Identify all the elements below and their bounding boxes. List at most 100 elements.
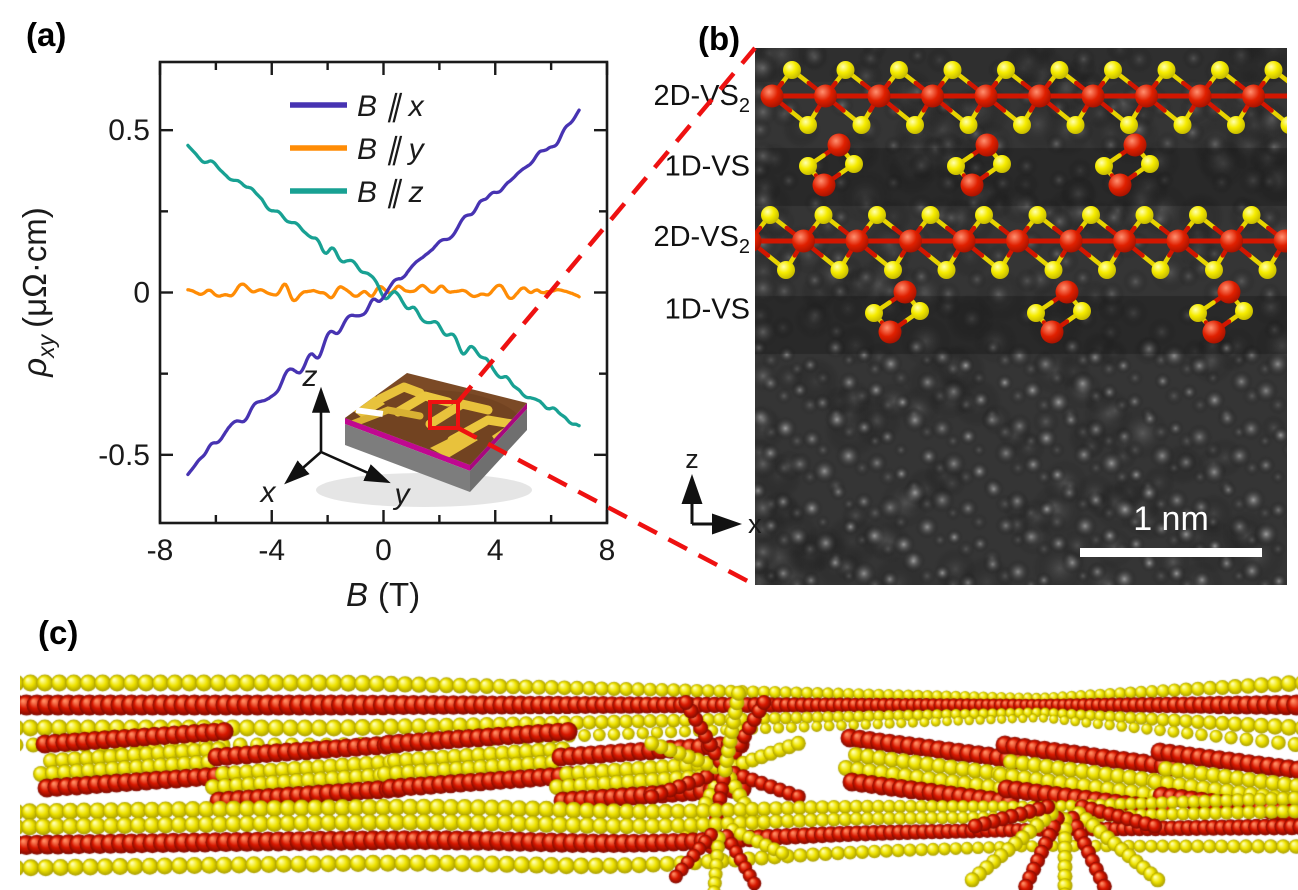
- x-axis-title-units: (T): [378, 576, 420, 613]
- sulfur-atom: [799, 116, 817, 134]
- x-tick-label: -4: [258, 534, 285, 567]
- sulfur-atom: [836, 61, 855, 79]
- sulfur-atom: [1211, 61, 1229, 79]
- sulfur-atom: [906, 116, 924, 134]
- sulfur-atom: [921, 206, 940, 224]
- y-tick-label: -0.5: [98, 439, 150, 472]
- vanadium-atom: [1040, 320, 1064, 344]
- sulfur-atom: [1120, 116, 1138, 134]
- layer-label-1d-vs: 1D-VS: [664, 293, 750, 326]
- atomic-model-overlay: [755, 61, 1287, 344]
- inset-axis-z-label: z: [302, 360, 318, 393]
- vanadium-atom: [1242, 84, 1265, 108]
- sulfur-atom: [1235, 302, 1253, 320]
- layer-label-2d-vs2: 2D-VS2: [653, 221, 750, 258]
- sulfur-atom: [1027, 304, 1045, 322]
- stem-axes: [681, 474, 742, 535]
- vanadium-atom: [792, 229, 815, 253]
- sulfur-atom: [1095, 157, 1113, 175]
- sulfur-atom: [991, 261, 1009, 279]
- stem-scale-bar: [1080, 548, 1262, 557]
- x-tick-label: 0: [375, 534, 392, 567]
- stem-scale-label: 1 nm: [1133, 500, 1209, 538]
- vanadium-atom: [1006, 229, 1029, 253]
- sulfur-atom: [975, 206, 993, 224]
- sulfur-atom: [993, 155, 1011, 173]
- vanadium-atom: [960, 173, 984, 197]
- bond: [755, 242, 771, 258]
- sulfur-atom: [1189, 206, 1207, 224]
- sulfur-atom: [865, 304, 883, 322]
- sulfur-atom: [1173, 116, 1192, 134]
- vanadium-atom: [845, 229, 869, 253]
- sulfur-atom: [890, 61, 908, 79]
- vanadium-atom: [760, 84, 784, 108]
- sulfur-atom: [761, 206, 779, 224]
- device-shadow: [316, 473, 532, 507]
- sulfur-atom: [845, 155, 863, 173]
- sulfur-atom: [1264, 61, 1283, 79]
- bond: [755, 225, 763, 239]
- vanadium-atom: [878, 320, 902, 344]
- vanadium-atom: [1217, 280, 1241, 304]
- vanadium-atom: [1055, 280, 1079, 304]
- inset-axes: [284, 386, 391, 485]
- sulfur-atom: [1141, 155, 1159, 173]
- panel-c-label: (c): [38, 614, 79, 651]
- x-tick-label: 4: [487, 534, 504, 567]
- sulfur-atom: [1104, 61, 1122, 79]
- zoom-region-box: [428, 400, 460, 430]
- sulfur-atom: [943, 61, 962, 79]
- vanadium-atom: [814, 84, 837, 108]
- vanadium-atom: [1081, 84, 1105, 108]
- sulfur-atom: [1205, 261, 1223, 279]
- sulfur-atom: [911, 302, 929, 320]
- y-tick-label: 0: [133, 277, 150, 310]
- vanadium-atom: [1113, 229, 1136, 253]
- device-inset: z x y: [259, 360, 532, 511]
- vanadium-atom: [812, 173, 836, 197]
- sulfur-atom: [868, 206, 886, 224]
- sulfur-atom: [830, 261, 849, 279]
- stem-axis-z-label: z: [685, 444, 699, 474]
- vanadium-atom: [827, 133, 851, 157]
- sulfur-atom: [1242, 206, 1261, 224]
- sulfur-atom: [1227, 116, 1245, 134]
- sulfur-atom: [1073, 302, 1091, 320]
- inset-scale-bar: [355, 407, 384, 417]
- sulfur-atom: [814, 206, 833, 224]
- layer-label-2d-vs2: 2D-VS2: [653, 80, 750, 117]
- sulfur-atom: [1082, 206, 1100, 224]
- sulfur-atom: [1028, 206, 1047, 224]
- legend-label: B ∥ z: [357, 176, 424, 209]
- panel-b-label: (b): [698, 20, 741, 57]
- sulfur-atom: [959, 116, 978, 134]
- sulfur-atom: [997, 61, 1015, 79]
- vanadium-atom: [1135, 84, 1158, 108]
- vanadium-atom: [1028, 84, 1051, 108]
- vanadium-atom: [1188, 84, 1212, 108]
- inset-axis-y-label: y: [393, 478, 412, 511]
- vanadium-atom: [899, 229, 922, 253]
- layer-label-1d-vs: 1D-VS: [664, 150, 750, 183]
- vanadium-atom: [1166, 229, 1190, 253]
- x-tick-label: -8: [147, 534, 174, 567]
- panel-a-label: (a): [26, 16, 67, 53]
- sulfur-atom: [799, 157, 817, 175]
- sulfur-atom: [777, 261, 795, 279]
- sulfur-atom: [1280, 116, 1287, 134]
- sulfur-atom: [1050, 61, 1069, 79]
- sulfur-atom: [1189, 304, 1207, 322]
- sulfur-atom: [1013, 116, 1031, 134]
- sulfur-atom: [884, 261, 902, 279]
- vanadium-atom: [1059, 229, 1083, 253]
- sulfur-atom: [852, 116, 871, 134]
- legend-label: B ∥ y: [357, 133, 426, 166]
- legend-label: B ∥ x: [357, 90, 425, 123]
- vanadium-atom: [893, 280, 917, 304]
- vanadium-atom: [1220, 229, 1243, 253]
- device-side-magenta: [345, 418, 470, 471]
- y-tick-label: 0.5: [108, 114, 150, 147]
- vanadium-atom: [921, 84, 944, 108]
- crystal-structure-render: [20, 652, 1298, 890]
